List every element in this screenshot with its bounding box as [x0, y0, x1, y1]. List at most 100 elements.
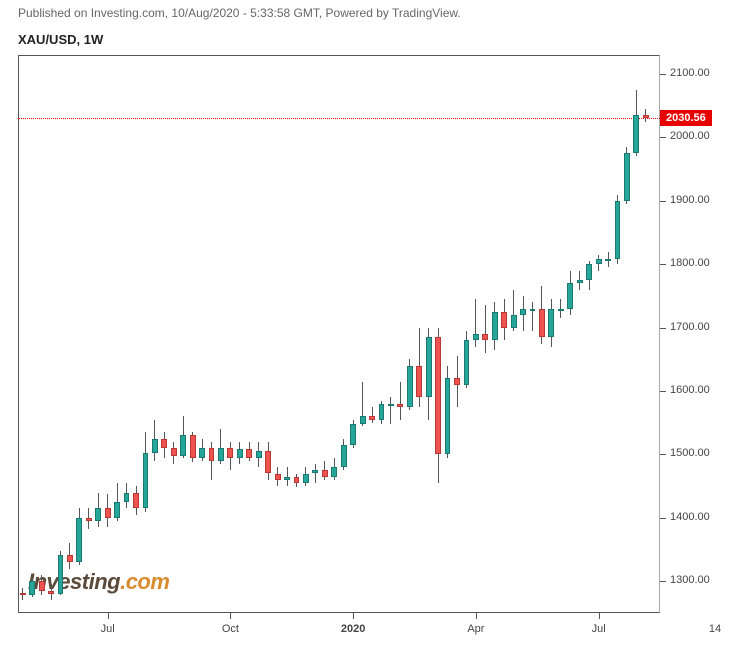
candle-up — [114, 502, 120, 518]
candle-down — [246, 449, 252, 457]
x-tick — [353, 613, 354, 619]
candle-up — [124, 493, 130, 503]
candle-down — [190, 435, 196, 457]
y-tick — [660, 518, 666, 519]
candle-down — [294, 477, 300, 483]
candle-up — [379, 404, 385, 420]
candle-up — [199, 448, 205, 458]
candle-down — [67, 555, 73, 563]
y-tick — [660, 137, 666, 138]
candle-up — [605, 259, 611, 261]
candle-down — [501, 312, 507, 328]
candle-down — [397, 404, 403, 407]
candle-up — [237, 449, 243, 457]
candle-up — [331, 467, 337, 477]
x-axis-edge-label: 14 — [709, 623, 721, 635]
candle-down — [435, 337, 441, 454]
symbol-label: XAU/USD, 1W — [18, 32, 103, 47]
current-price-tag: 2030.56 — [660, 110, 712, 126]
candle-up — [520, 309, 526, 315]
candle-up — [284, 477, 290, 480]
candle-up — [407, 366, 413, 407]
candle-up — [76, 518, 82, 562]
candle-down — [369, 416, 375, 419]
candle-down — [39, 581, 45, 591]
candle-up — [530, 309, 536, 311]
candle-up — [95, 508, 101, 521]
candle-down — [454, 378, 460, 384]
y-axis-label: 1400.00 — [670, 511, 710, 523]
y-axis-label: 1500.00 — [670, 447, 710, 459]
candle-down — [482, 334, 488, 340]
candle-up — [303, 474, 309, 484]
candle-up — [360, 416, 366, 424]
y-tick — [660, 201, 666, 202]
candle-up — [143, 453, 149, 508]
y-tick — [660, 581, 666, 582]
candle-up — [633, 115, 639, 153]
candle-up — [341, 445, 347, 467]
candle-wick — [400, 382, 401, 420]
chart-plot-area[interactable] — [18, 55, 660, 613]
y-tick — [660, 74, 666, 75]
x-axis-label: Jul — [101, 623, 115, 635]
candle-up — [473, 334, 479, 340]
x-axis-label: Oct — [222, 623, 239, 635]
candle-down — [539, 309, 545, 338]
y-axis-label: 1300.00 — [670, 574, 710, 586]
candle-wick — [315, 464, 316, 483]
x-tick — [599, 613, 600, 619]
candle-up — [426, 337, 432, 397]
candle-down — [643, 115, 649, 118]
candle-up — [445, 378, 451, 454]
candle-up — [492, 312, 498, 341]
candle-down — [161, 439, 167, 449]
candle-wick — [485, 305, 486, 353]
candle-up — [58, 555, 64, 594]
candle-down — [86, 518, 92, 521]
candle-up — [312, 470, 318, 473]
x-tick — [230, 613, 231, 619]
candle-up — [256, 451, 262, 457]
y-tick — [660, 264, 666, 265]
candle-down — [265, 451, 271, 473]
x-axis-label: 2020 — [341, 623, 365, 635]
candle-up — [615, 201, 621, 259]
candle-wick — [372, 407, 373, 423]
x-tick — [108, 613, 109, 619]
candle-up — [511, 315, 517, 328]
candle-up — [577, 280, 583, 283]
candle-up — [388, 404, 394, 406]
y-axis-label: 1900.00 — [670, 194, 710, 206]
y-axis-label: 1700.00 — [670, 321, 710, 333]
candle-down — [105, 508, 111, 518]
y-axis-label: 2100.00 — [670, 67, 710, 79]
candle-up — [596, 259, 602, 264]
candle-up — [29, 581, 35, 595]
candle-down — [275, 474, 281, 480]
candle-up — [567, 283, 573, 308]
candle-up — [350, 424, 356, 445]
candle-up — [218, 448, 224, 461]
candle-down — [133, 493, 139, 509]
y-tick — [660, 391, 666, 392]
candle-up — [152, 439, 158, 454]
y-axis-label: 1600.00 — [670, 384, 710, 396]
candle-up — [464, 340, 470, 384]
watermark-part2: .com — [120, 569, 169, 594]
candle-down — [322, 470, 328, 476]
candle-up — [558, 309, 564, 311]
candle-down — [227, 448, 233, 458]
y-axis-label: 1800.00 — [670, 257, 710, 269]
candle-wick — [532, 302, 533, 331]
publish-header: Published on Investing.com, 10/Aug/2020 … — [18, 6, 461, 20]
candle-down — [48, 591, 54, 594]
x-axis-label: Jul — [592, 623, 606, 635]
candle-down — [171, 448, 177, 456]
current-price-line — [18, 118, 660, 119]
y-axis-label: 2000.00 — [670, 130, 710, 142]
candle-up — [548, 309, 554, 338]
candle-down — [20, 593, 26, 596]
candle-up — [624, 153, 630, 201]
candle-down — [416, 366, 422, 398]
